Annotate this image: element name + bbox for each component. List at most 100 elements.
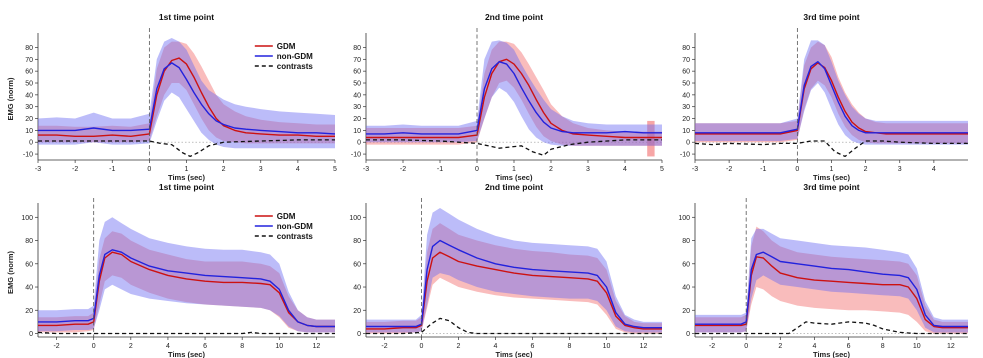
significance-highlight — [647, 120, 655, 157]
gdm-error-band — [366, 223, 662, 334]
y-tick-label: 20 — [682, 308, 690, 315]
panel-title: 1st time point — [159, 182, 214, 192]
y-tick-label: 10 — [682, 128, 690, 135]
chart-panel: 3rd time point-3 -2 -1 0 1 2 3 4-10010203040506… — [680, 12, 968, 182]
x-tick-label: 12 — [640, 343, 648, 350]
x-tick-label: -2 — [53, 343, 59, 350]
x-tick-label: -2 — [726, 166, 732, 173]
x-axis-label: Tims (sec) — [813, 173, 850, 182]
x-axis-label: Tims (sec) — [168, 173, 205, 182]
plot-area — [38, 217, 335, 335]
contrasts-line — [38, 331, 335, 335]
x-tick-label: 10 — [603, 343, 611, 350]
y-tick-label: 80 — [353, 238, 361, 245]
y-tick-label: 100 — [349, 215, 361, 222]
chart-panel: 1st time point-3 -2 -1 0 1 2 3 4 5-1001020304050… — [6, 12, 337, 182]
y-tick-label: 10 — [353, 128, 361, 135]
non-gdm-mean-line — [38, 62, 335, 135]
non-gdm-mean-line — [366, 61, 662, 135]
x-axis-label: Tims (sec) — [496, 350, 533, 358]
x-tick-label: -1 — [437, 166, 443, 173]
x-tick-label: 4 — [166, 343, 170, 350]
x-tick-label: 1 — [512, 166, 516, 173]
y-tick-label: 50 — [25, 81, 33, 88]
y-tick-label: 60 — [25, 69, 33, 76]
y-tick-label: 80 — [25, 45, 33, 52]
x-tick-label: -1 — [109, 166, 115, 173]
non-gdm-error-band — [38, 217, 335, 333]
x-tick-label: 0 — [147, 166, 151, 173]
panel-title: 2nd time point — [485, 182, 543, 192]
x-tick-label: 1 — [830, 166, 834, 173]
y-tick-label: 70 — [682, 57, 690, 64]
chart-panel: 3rd time point -2 0 2 4 6 8 10 12 0 20 40 60 80 100 Tim… — [678, 182, 968, 358]
plot-area — [38, 38, 335, 158]
plot-area — [695, 226, 968, 335]
y-tick-label: 30 — [682, 104, 690, 111]
legend-label-non-gdm: non-GDM — [277, 52, 313, 61]
x-tick-label: 12 — [313, 343, 321, 350]
x-tick-label: 3 — [586, 166, 590, 173]
x-tick-label: -3 — [363, 166, 369, 173]
y-tick-label: 20 — [25, 116, 33, 123]
legend-label-non-gdm: non-GDM — [277, 222, 313, 231]
gdm-mean-line — [695, 62, 968, 135]
plot-area — [366, 208, 662, 335]
x-tick-label: 0 — [795, 166, 799, 173]
x-tick-label: 8 — [240, 343, 244, 350]
panel-title: 3rd time point — [803, 182, 859, 192]
x-tick-label: -2 — [381, 343, 387, 350]
contrasts-line — [695, 140, 968, 158]
legend-label-contrasts: contrasts — [277, 232, 314, 241]
x-tick-label: 0 — [92, 343, 96, 350]
gdm-error-band — [695, 226, 968, 334]
y-tick-label: 80 — [25, 238, 33, 245]
x-tick-label: 3 — [259, 166, 263, 173]
y-tick-label: 60 — [353, 261, 361, 268]
x-tick-label: 4 — [296, 166, 300, 173]
legend-label-gdm: GDM — [277, 42, 296, 51]
y-tick-label: 0 — [29, 331, 33, 338]
y-tick-label: 0 — [686, 140, 690, 147]
y-tick-label: 0 — [357, 331, 361, 338]
y-tick-label: 100 — [678, 215, 690, 222]
y-tick-label: 20 — [25, 308, 33, 315]
y-tick-label: 0 — [357, 140, 361, 147]
x-tick-label: 1 — [185, 166, 189, 173]
non-gdm-mean-line — [695, 61, 968, 134]
x-axis-label: Tims (sec) — [496, 173, 533, 182]
y-tick-label: 40 — [25, 285, 33, 292]
y-tick-label: 20 — [682, 116, 690, 123]
contrasts-line — [366, 317, 662, 335]
y-tick-label: 80 — [682, 238, 690, 245]
x-tick-label: 2 — [222, 166, 226, 173]
y-axis-label: EMG (norm) — [6, 251, 15, 294]
panel-title: 1st time point — [159, 12, 214, 22]
y-tick-label: 40 — [353, 285, 361, 292]
chart-panel: 1st time point -2 0 2 4 6 8 10 12 0 20 40 60 80 100 Tim… — [6, 182, 335, 358]
y-tick-label: 50 — [353, 81, 361, 88]
non-gdm-error-band — [695, 40, 968, 145]
gdm-error-band — [38, 231, 335, 333]
x-tick-label: 3 — [898, 166, 902, 173]
contrasts-line — [695, 321, 968, 335]
contrasts-line — [366, 139, 662, 156]
chart-panel: 2nd time point-3 -2 -1 0 1 2 3 4 5-1001020304050… — [351, 12, 664, 182]
x-tick-label: 6 — [531, 343, 535, 350]
plot-area — [695, 40, 968, 158]
y-tick-label: 20 — [353, 308, 361, 315]
x-tick-label: 0 — [744, 343, 748, 350]
y-tick-label: 60 — [25, 261, 33, 268]
y-tick-label: 100 — [21, 215, 33, 222]
x-tick-label: 2 — [778, 343, 782, 350]
gdm-mean-line — [38, 251, 335, 328]
y-tick-label: 30 — [353, 104, 361, 111]
x-tick-label: 4 — [932, 166, 936, 173]
plot-area — [366, 40, 662, 157]
x-tick-label: -2 — [72, 166, 78, 173]
x-tick-label: 2 — [457, 343, 461, 350]
